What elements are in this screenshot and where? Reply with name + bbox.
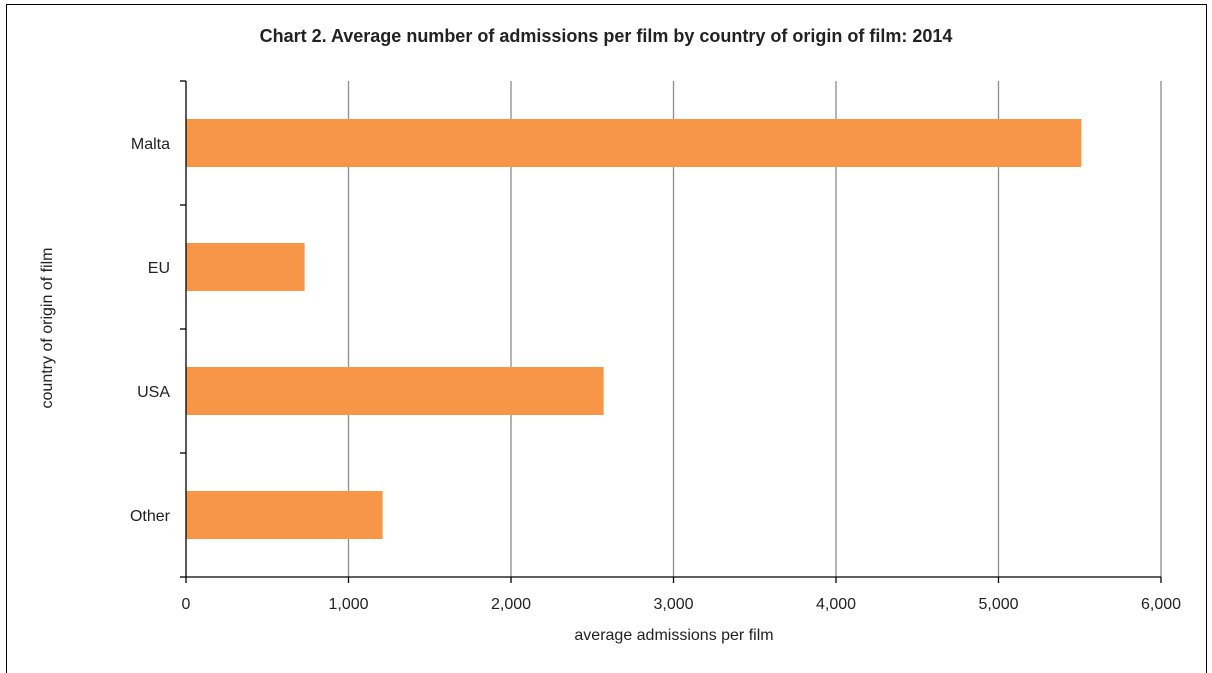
category-label: USA	[137, 384, 170, 401]
bar-malta	[186, 119, 1082, 167]
category-label: EU	[148, 260, 170, 277]
x-tick-label: 3,000	[653, 596, 693, 613]
axes	[180, 80, 1162, 583]
bar-other	[186, 491, 383, 539]
x-tick-label: 0	[182, 596, 191, 613]
category-label: Other	[130, 508, 171, 525]
bar-eu	[186, 243, 305, 291]
chart-frame	[6, 4, 1207, 673]
bars	[186, 119, 1082, 539]
x-tick-label: 6,000	[1141, 596, 1181, 613]
y-axis-label: country of origin of film	[39, 248, 56, 409]
bar-usa	[186, 367, 604, 415]
x-tick-label: 1,000	[328, 596, 368, 613]
chart-title: Chart 2. Average number of admissions pe…	[259, 26, 953, 46]
x-tick-label: 5,000	[978, 596, 1018, 613]
x-axis-label: average admissions per film	[574, 627, 773, 644]
x-tick-label: 2,000	[491, 596, 531, 613]
x-tick-labels: 0 1,000 2,000 3,000 4,000 5,000 6,000	[182, 596, 1182, 613]
x-tick-label: 4,000	[816, 596, 856, 613]
category-label: Malta	[131, 136, 170, 153]
y-category-labels: Malta EU USA Other	[130, 136, 171, 525]
